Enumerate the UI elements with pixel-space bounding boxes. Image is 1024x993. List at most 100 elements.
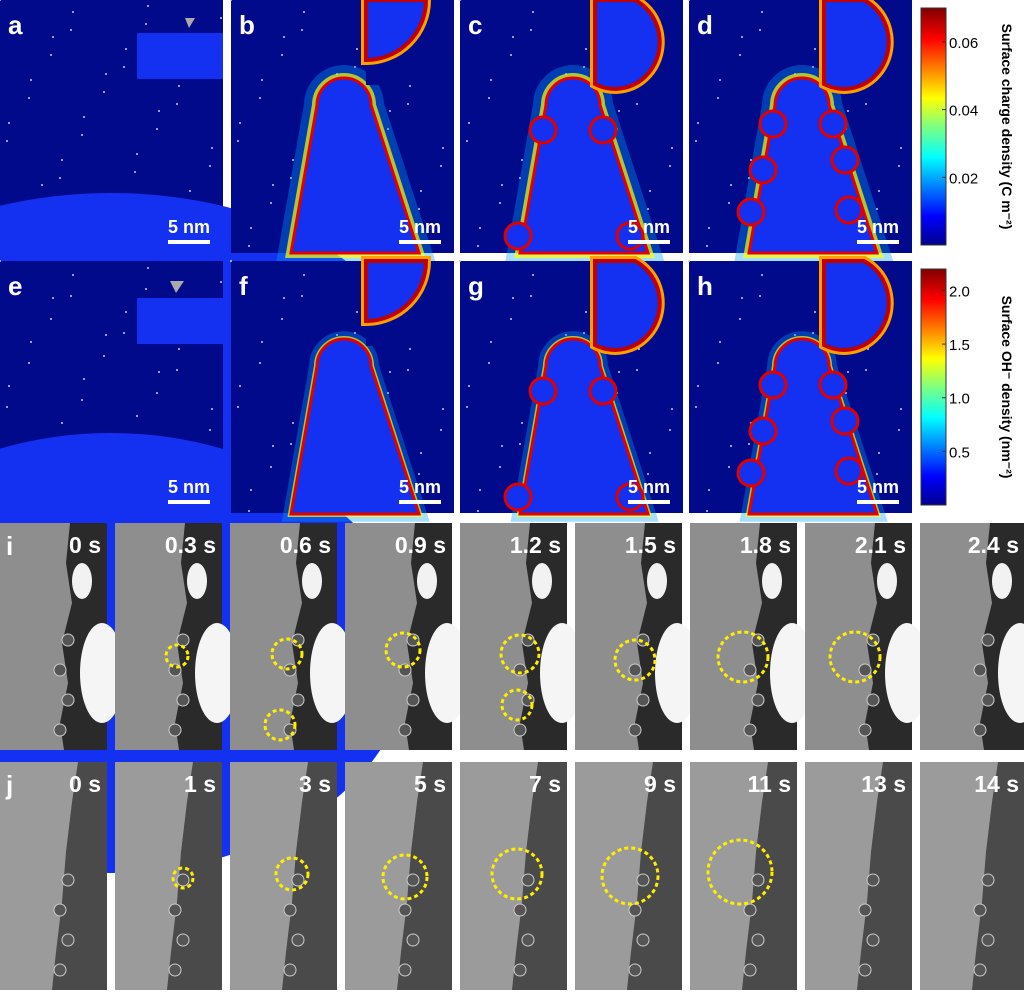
scale-bar [857, 240, 899, 244]
field-arrow [583, 66, 585, 68]
field-arrow [900, 408, 902, 410]
panel-label: j [5, 770, 13, 800]
inset-edge [364, 259, 429, 324]
frame: 13 s [805, 762, 912, 990]
sim-panel: d 5 nm [688, 0, 912, 266]
inset-edge [822, 259, 891, 352]
field-arrow [134, 171, 136, 173]
field-arrow [156, 392, 158, 394]
bubble [176, 633, 190, 647]
highlight [171, 866, 195, 890]
frame: 0.6 s [230, 523, 354, 750]
field-arrow [647, 208, 649, 210]
reflection [302, 563, 322, 599]
panel-label: e [8, 271, 22, 301]
field-arrow [259, 97, 261, 99]
frame: 1 s [115, 762, 222, 990]
frame: 1.8 s [690, 523, 814, 750]
highlight [500, 688, 534, 722]
frame: 14 s [920, 762, 1024, 990]
field-arrow [479, 227, 481, 229]
bubble [176, 693, 190, 707]
bubble [743, 663, 757, 677]
field-arrow [865, 103, 867, 105]
scale-bar [399, 500, 441, 504]
time-label: 14 s [974, 771, 1019, 797]
field-arrow [730, 184, 732, 186]
field-arrow [468, 385, 470, 387]
frame: 11 s [690, 762, 797, 990]
field-arrow [671, 147, 673, 149]
field-arrow [759, 29, 761, 31]
field-arrow [72, 274, 74, 276]
field-arrow [283, 36, 285, 38]
field-arrow [488, 97, 490, 99]
field-arrow [239, 122, 241, 124]
scale-bar [168, 500, 210, 504]
tip-bump [503, 221, 533, 251]
field-arrow [145, 23, 147, 25]
field-arrow [510, 318, 512, 320]
tip-bump [830, 145, 860, 175]
field-arrow [105, 334, 107, 336]
colorbar-tick-label: 0.04 [949, 103, 978, 120]
field-arrow [708, 227, 710, 229]
field-arrow [669, 165, 671, 167]
field-arrow [28, 97, 30, 99]
field-arrow [259, 362, 261, 364]
field-arrow [730, 445, 732, 447]
field-arrow [281, 318, 283, 320]
field-arrow [814, 311, 816, 313]
bubble [981, 633, 995, 647]
field-arrow [356, 48, 358, 50]
field-arrow [459, 0, 461, 1]
panel-label: g [468, 271, 484, 301]
bubble [61, 933, 75, 947]
field-arrow [900, 147, 902, 149]
frame: 9 s [575, 762, 682, 990]
field-arrow [336, 334, 338, 336]
field-arrow [708, 489, 710, 491]
field-arrow [761, 11, 763, 13]
reflection [770, 623, 814, 723]
scale-label: 5 nm [168, 217, 210, 237]
highlight [270, 637, 304, 671]
tip-bump [758, 109, 788, 139]
field-arrow [178, 348, 180, 350]
field-arrow [250, 489, 252, 491]
field-arrow [519, 443, 521, 445]
field-arrow [488, 362, 490, 364]
reflection [992, 563, 1012, 599]
reflection [655, 623, 699, 723]
field-arrow [189, 190, 191, 192]
bubble [406, 633, 420, 647]
bubble [866, 873, 880, 887]
time-label: 7 s [529, 771, 561, 797]
field-arrow [270, 202, 272, 204]
electrode [627, 762, 682, 990]
bubble [973, 723, 987, 737]
inset-edge [593, 0, 662, 91]
reflection [417, 563, 437, 599]
sim-panel: h 5 nm [688, 256, 912, 522]
highlight [381, 853, 429, 901]
inset [590, 0, 683, 94]
field-arrow [8, 122, 10, 124]
inset-edge [364, 0, 429, 63]
field-arrow [479, 489, 481, 491]
scale-label: 5 nm [399, 217, 441, 237]
field-arrow [898, 429, 900, 431]
highlight [706, 838, 774, 906]
inset [361, 256, 454, 346]
field-arrow [847, 110, 849, 112]
field-arrow [477, 510, 479, 512]
bubble [168, 963, 182, 977]
field-arrow [248, 245, 250, 247]
tip-bump [748, 416, 778, 446]
field-arrow [565, 334, 567, 336]
colorbar-tick-label: 1.5 [949, 337, 970, 354]
field-arrow [389, 371, 391, 373]
field-arrow [490, 341, 492, 343]
colorbar-title: Surface OH⁻ density (nm⁻²) [999, 296, 1015, 479]
